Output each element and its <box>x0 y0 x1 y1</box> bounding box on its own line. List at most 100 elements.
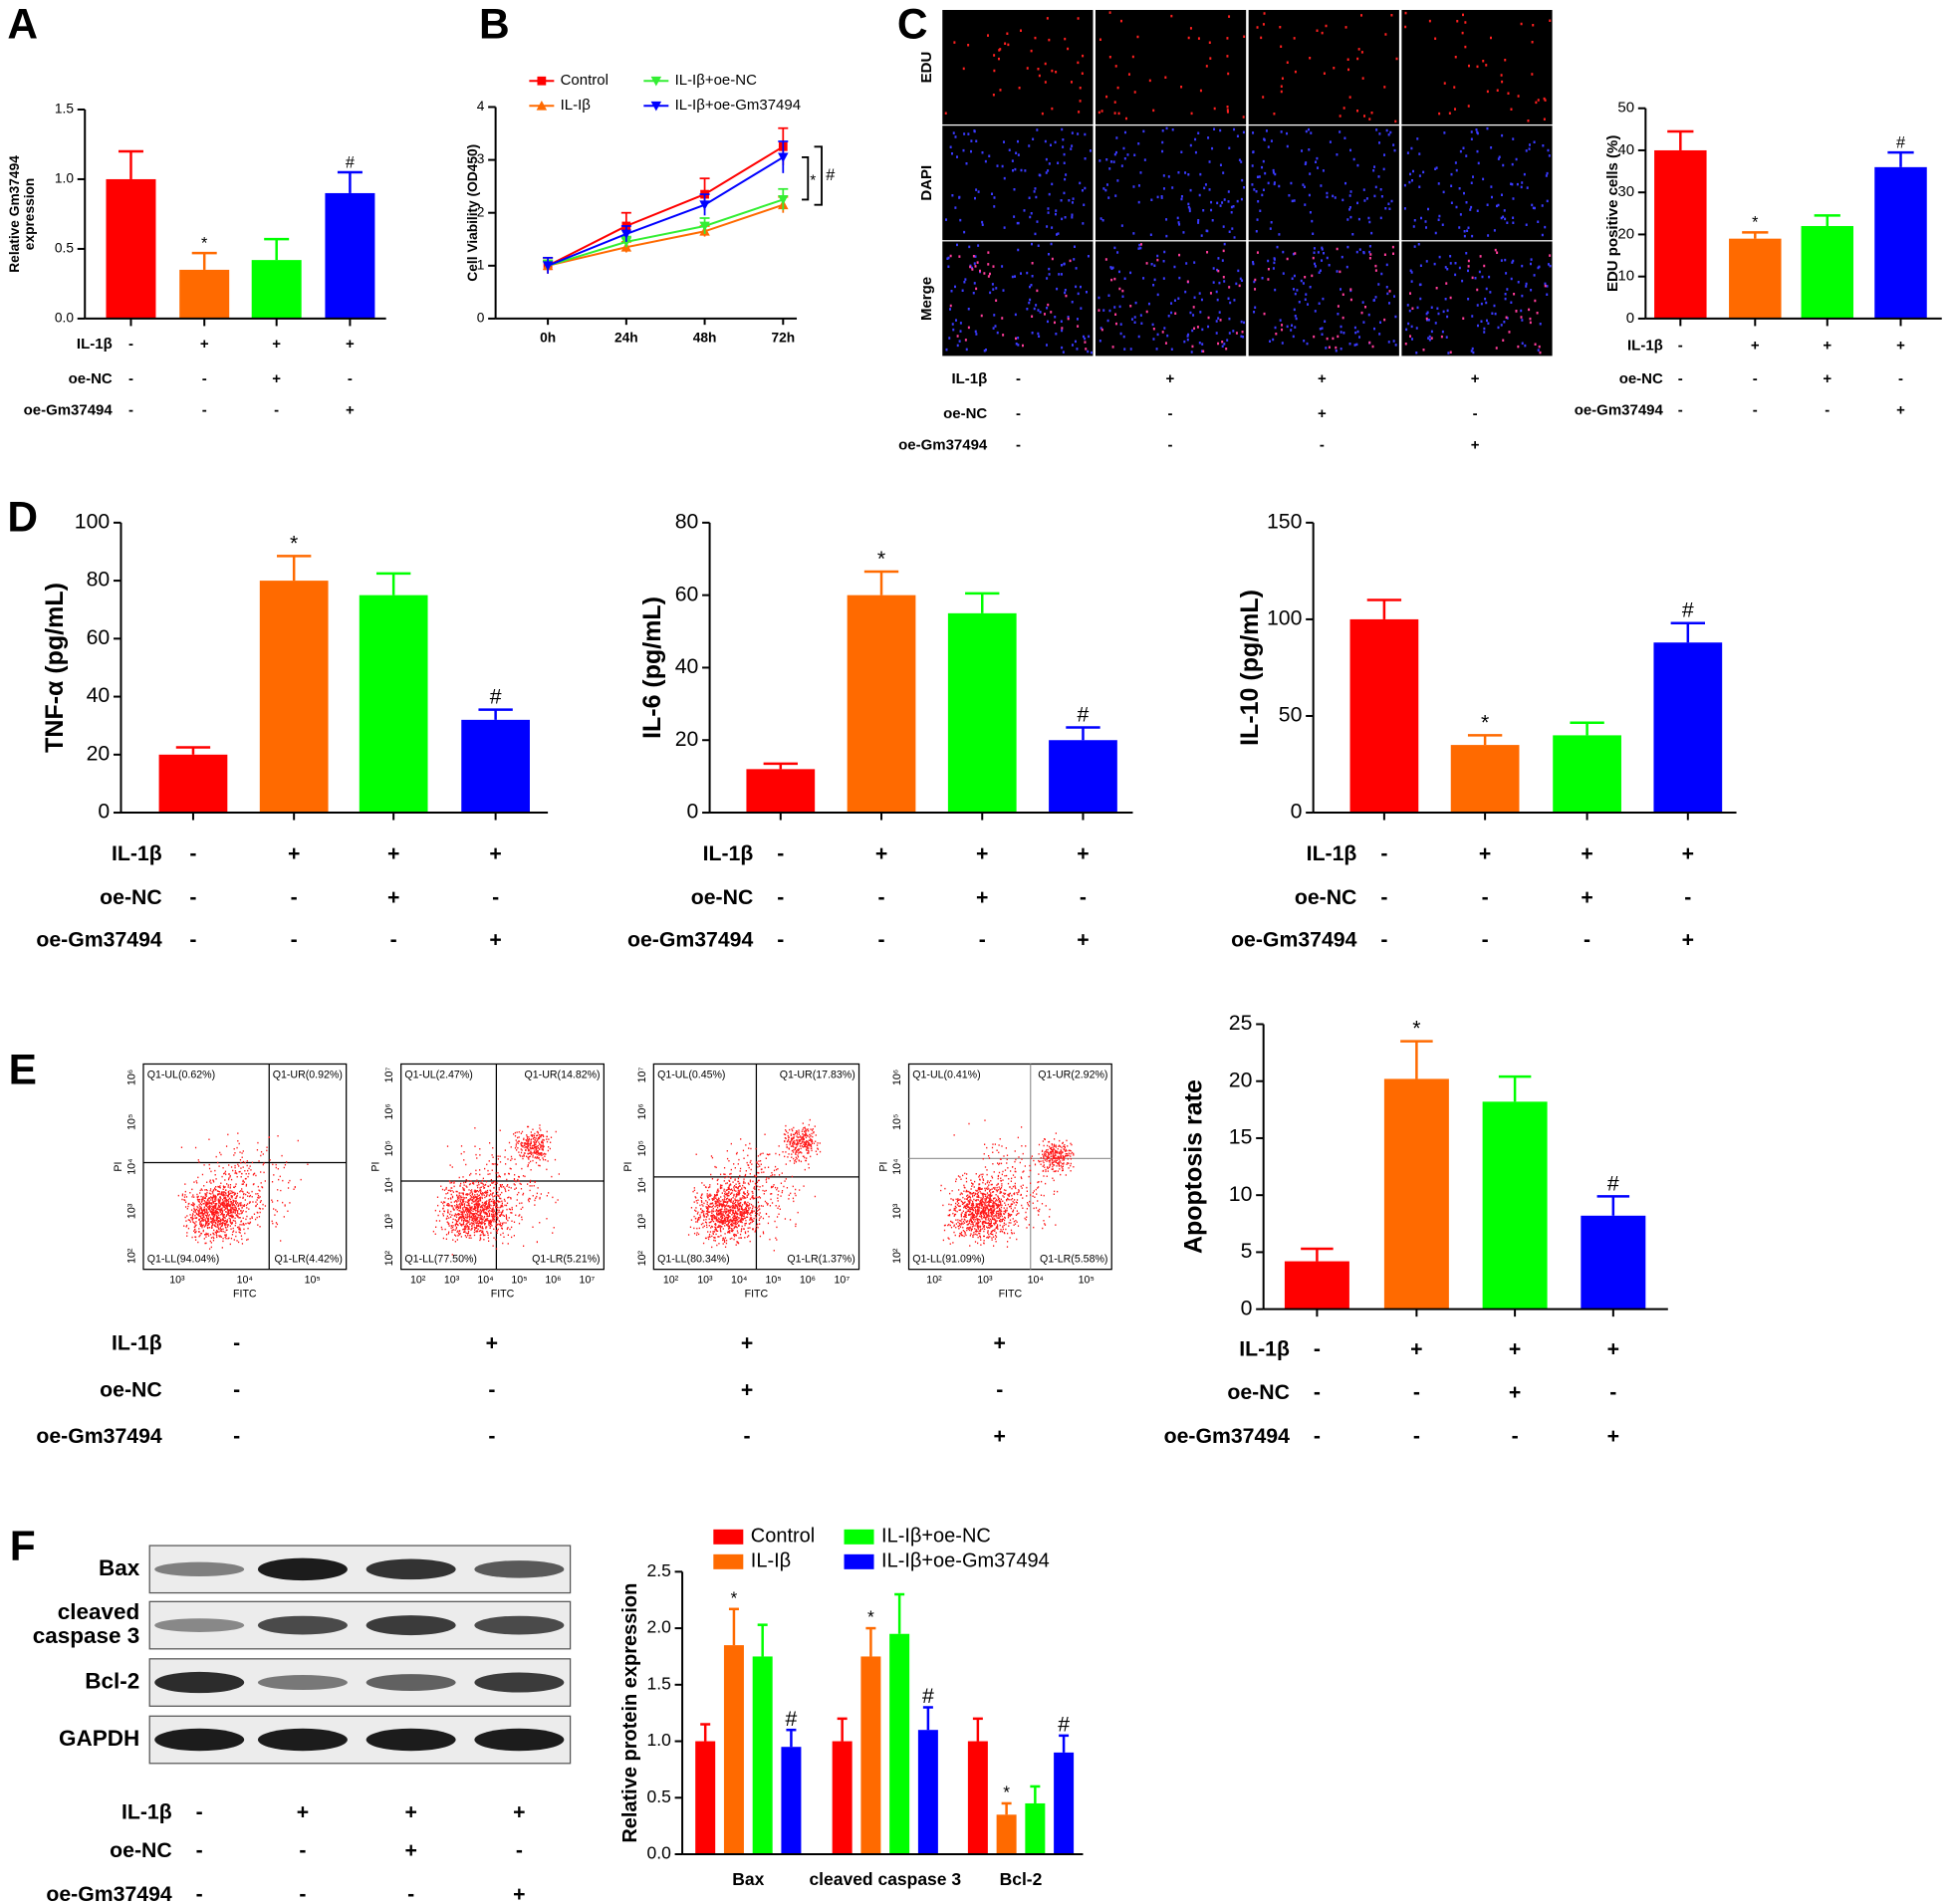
x-tick-label: 10⁶ <box>800 1275 816 1287</box>
blot-band <box>474 1672 565 1693</box>
condition-sign: + <box>976 885 988 909</box>
condition-sign: - <box>407 1882 414 1904</box>
condition-sign: - <box>488 1424 495 1448</box>
condition-sign: - <box>1314 1337 1321 1361</box>
condition-sign: - <box>1609 1380 1616 1404</box>
condition-label: oe-Gm37494 <box>1231 927 1356 951</box>
y-axis-label: Apoptosis rate <box>1180 1079 1208 1254</box>
blot-band <box>154 1561 245 1577</box>
condition-sign: + <box>297 1799 309 1823</box>
condition-sign: + <box>272 370 281 387</box>
edu-cells <box>1098 243 1244 354</box>
series-line <box>547 198 784 267</box>
band-label: GAPDH <box>59 1726 139 1751</box>
bar <box>1025 1802 1046 1855</box>
y-tick-label: 3 <box>477 151 485 166</box>
significance-mark: * <box>867 1607 874 1627</box>
y-tick-label: 10⁶ <box>126 1070 138 1085</box>
y-tick-label: 40 <box>87 683 111 707</box>
flow-events <box>177 1132 309 1250</box>
blot-band <box>474 1615 565 1635</box>
blot-band <box>154 1728 245 1752</box>
significance-mark: # <box>1058 1712 1070 1736</box>
series-line <box>547 203 784 267</box>
condition-label: IL-1β <box>112 1330 162 1354</box>
blot-band <box>474 1728 565 1752</box>
y-tick-label: 50 <box>1279 703 1303 727</box>
y-tick-label: 25 <box>1229 1011 1253 1035</box>
condition-sign: - <box>1314 1424 1321 1448</box>
quadrant-label: Q1-UL(0.45%) <box>657 1070 725 1081</box>
point <box>542 261 554 272</box>
condition-sign: - <box>777 885 784 909</box>
x-tick-label: 10² <box>663 1275 679 1287</box>
condition-sign: + <box>741 1378 753 1402</box>
y-axis-label: PI <box>877 1162 889 1172</box>
significance-mark: # <box>1896 133 1905 151</box>
y-tick-label: 10⁴ <box>636 1176 648 1193</box>
quadrant-label: Q1-UL(0.41%) <box>912 1070 980 1081</box>
condition-label: IL-1β <box>112 841 162 865</box>
condition-sign: + <box>1896 337 1905 354</box>
condition-sign: + <box>1471 436 1480 453</box>
condition-label: oe-Gm37494 <box>1575 401 1664 418</box>
condition-sign: - <box>274 401 279 418</box>
y-tick-label: 1.0 <box>55 171 74 186</box>
significance-mark: # <box>1607 1171 1619 1195</box>
y-tick-label: 10⁷ <box>636 1068 648 1083</box>
flow-events <box>432 1124 560 1256</box>
y-tick-label: 2.5 <box>647 1560 671 1580</box>
point <box>778 152 789 163</box>
condition-sign: + <box>387 841 399 865</box>
y-axis-label: IL-6 (pg/mL) <box>638 596 666 739</box>
blot-band <box>257 1675 348 1691</box>
condition-sign: - <box>1753 401 1758 418</box>
panel-label: E <box>9 1047 37 1093</box>
point <box>699 221 710 232</box>
panel-label: B <box>479 2 510 49</box>
panel-label: D <box>7 495 38 542</box>
condition-sign: - <box>189 927 196 951</box>
y-tick-label: 1.5 <box>647 1673 671 1693</box>
x-tick-label: 10⁷ <box>580 1275 596 1287</box>
legend-marker <box>650 76 662 87</box>
micrograph <box>1095 9 1247 124</box>
series-line <box>547 156 784 267</box>
condition-sign: - <box>1080 885 1087 909</box>
condition-sign: - <box>744 1424 751 1448</box>
condition-label: oe-Gm37494 <box>24 401 114 418</box>
band-label: caspase 3 <box>33 1623 140 1648</box>
y-tick-label: 0 <box>1626 310 1634 327</box>
condition-label: oe-Gm37494 <box>36 927 161 951</box>
bar <box>1049 740 1117 814</box>
condition-sign: - <box>492 885 499 909</box>
row-label: EDU <box>918 52 935 84</box>
y-tick-label: 2.0 <box>647 1617 672 1637</box>
x-tick-label: 10⁵ <box>511 1275 527 1287</box>
y-tick-label: 20 <box>675 727 699 751</box>
legend-label: Control <box>751 1526 815 1547</box>
quadrant-label: Q1-LL(77.50%) <box>404 1253 477 1265</box>
condition-sign: - <box>189 885 196 909</box>
x-tick-label: 10⁵ <box>1079 1275 1095 1287</box>
y-tick-label: 0 <box>98 800 110 824</box>
y-tick-label: 0 <box>477 311 485 326</box>
quadrant-label: Q1-UR(2.92%) <box>1038 1070 1107 1081</box>
condition-sign: + <box>1607 1337 1619 1361</box>
panel-label: C <box>897 2 928 49</box>
y-tick-label: 40 <box>675 654 699 678</box>
condition-sign: - <box>291 885 298 909</box>
condition-sign: + <box>976 841 988 865</box>
condition-sign: - <box>1684 885 1691 909</box>
condition-sign: + <box>994 1424 1006 1448</box>
condition-sign: + <box>1077 927 1089 951</box>
y-tick-label: 50 <box>1617 100 1634 117</box>
blot-strip <box>148 1545 572 1594</box>
condition-sign: + <box>1896 401 1905 418</box>
bar <box>752 1656 773 1855</box>
condition-sign: - <box>1678 401 1683 418</box>
condition-label: oe-NC <box>943 405 987 422</box>
bar <box>1284 1261 1349 1309</box>
micrograph <box>1095 125 1247 241</box>
